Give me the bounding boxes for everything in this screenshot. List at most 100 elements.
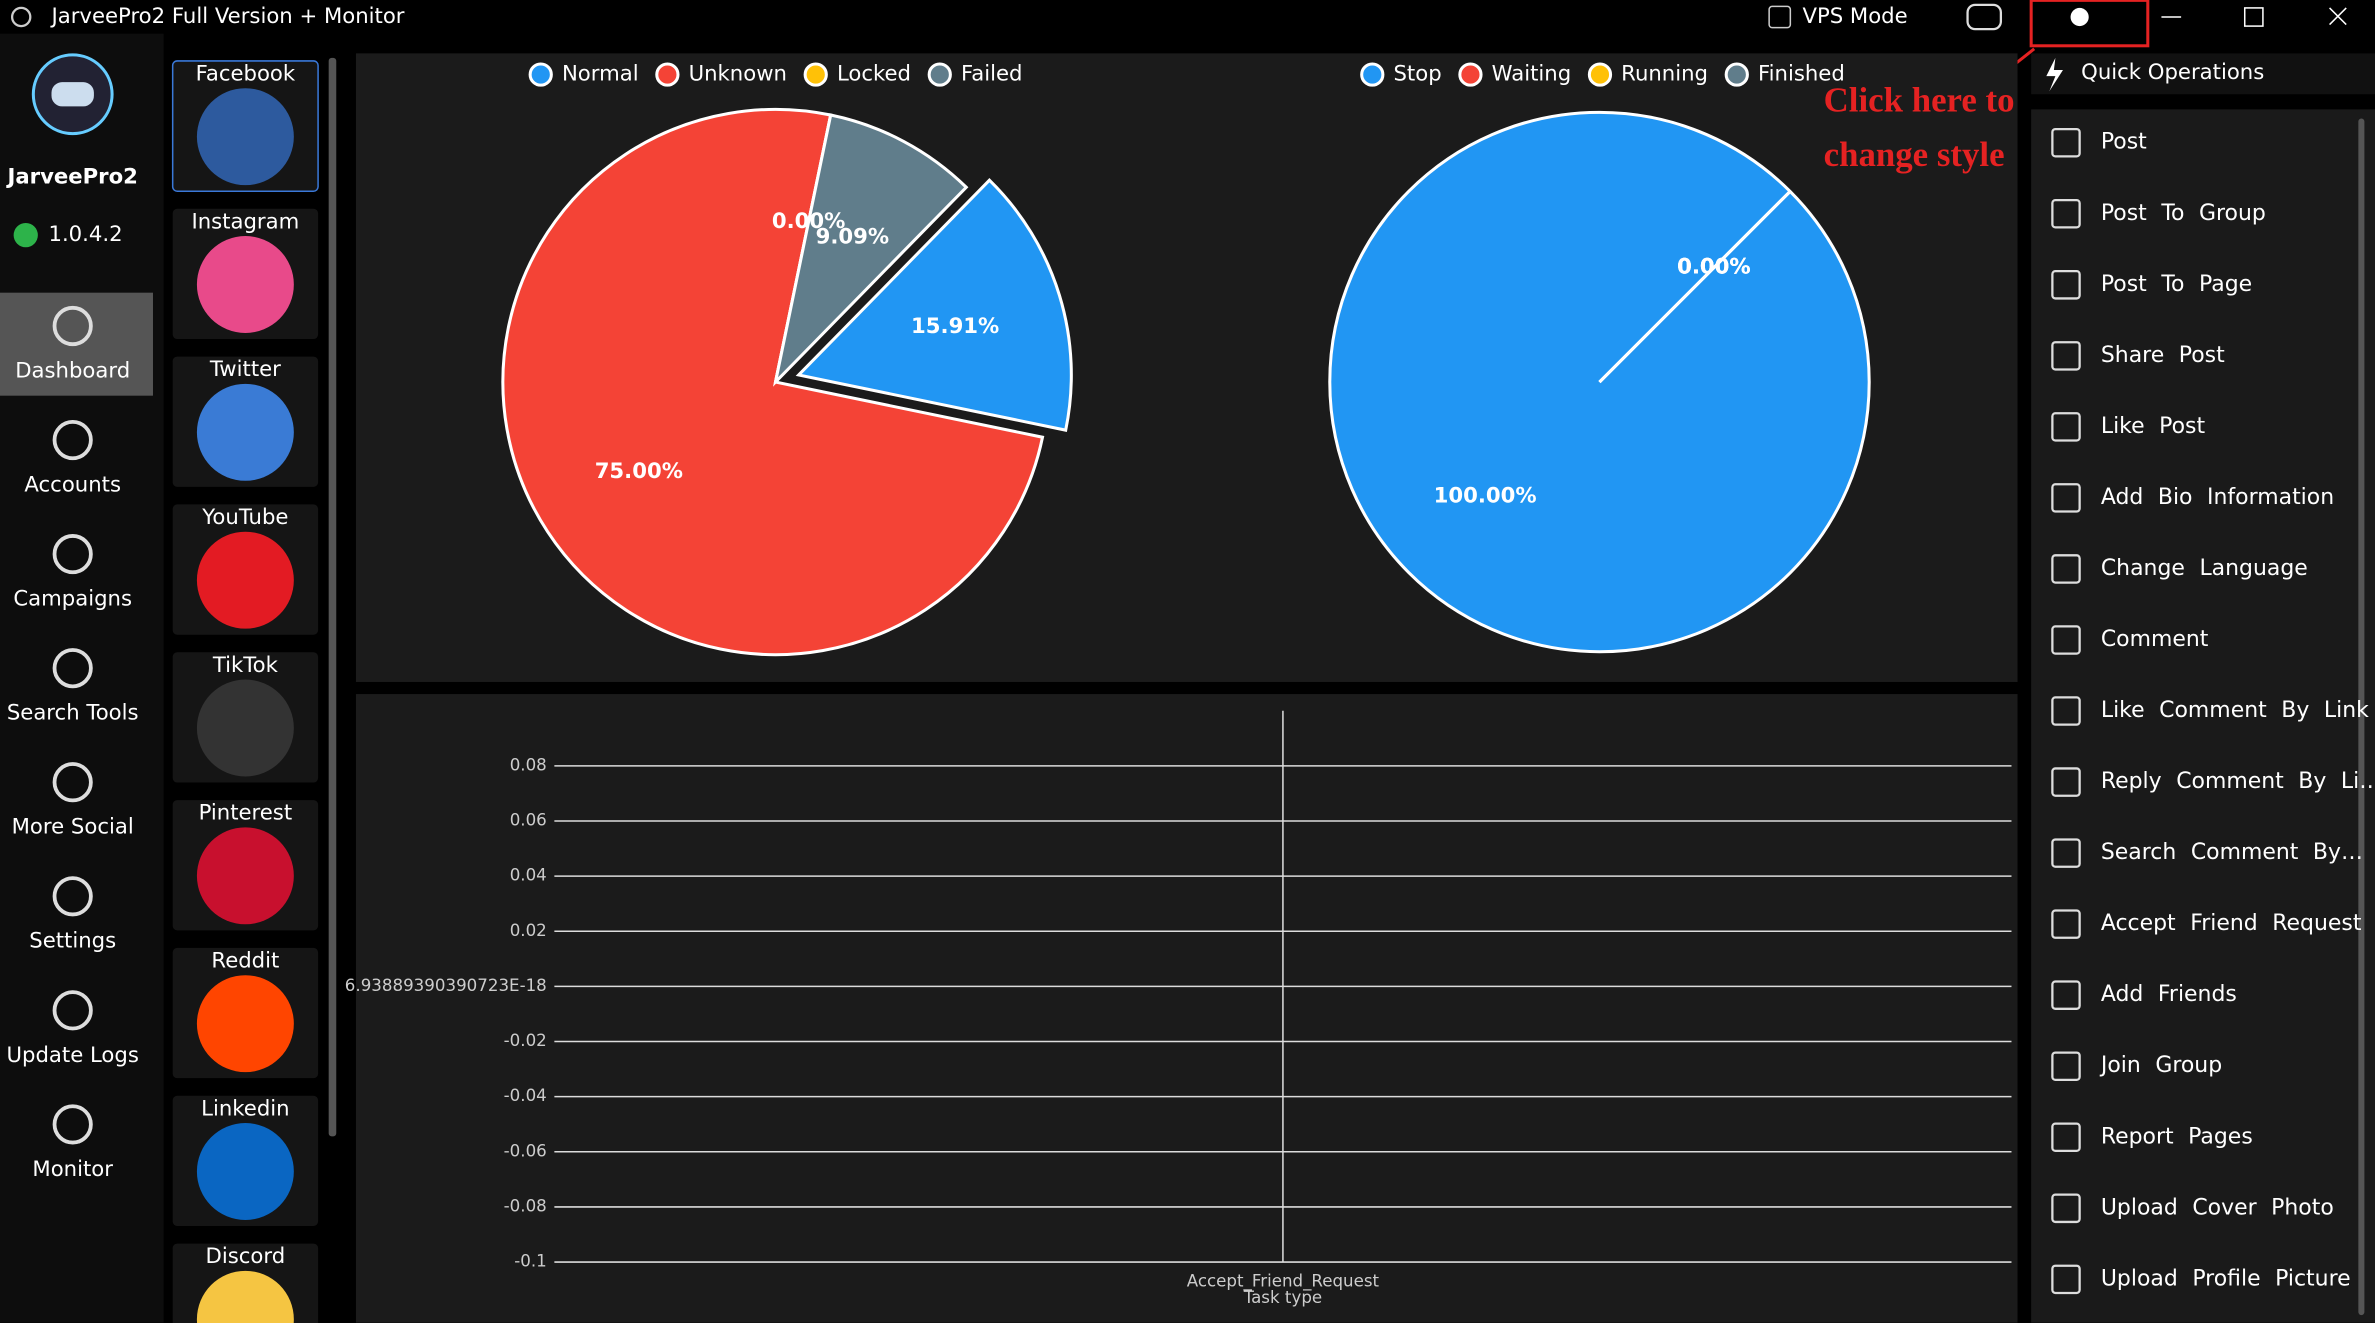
social-label[interactable]: Reddit — [211, 948, 279, 973]
op-icon[interactable] — [2051, 909, 2081, 939]
op-label[interactable]: Comment — [2101, 627, 2209, 652]
social-label[interactable]: Twitter — [209, 356, 281, 381]
op-label[interactable]: Upload Cover Photo — [2101, 1195, 2334, 1220]
version: 1.0.4.2 — [48, 221, 122, 246]
social-icon[interactable] — [196, 88, 294, 186]
nav-label[interactable]: Search Tools — [7, 700, 139, 725]
op-label[interactable]: Change Language — [2101, 556, 2308, 581]
nav-icon[interactable] — [52, 876, 93, 917]
nav-label[interactable]: Update Logs — [7, 1042, 139, 1067]
nav-label[interactable]: Accounts — [24, 471, 121, 496]
quick-ops-header — [2031, 53, 2375, 95]
social-icon[interactable] — [196, 827, 294, 925]
op-label[interactable]: Post To Group — [2101, 201, 2266, 226]
op-icon[interactable] — [2051, 554, 2081, 584]
bar-panel — [355, 694, 2018, 1323]
op-icon[interactable] — [2051, 270, 2081, 300]
nav-label[interactable]: Settings — [29, 928, 116, 953]
op-label[interactable]: Like Post — [2101, 414, 2206, 439]
nav-icon[interactable] — [52, 648, 93, 689]
op-label[interactable]: Upload Profile Picture — [2101, 1266, 2351, 1291]
scrollbar[interactable] — [2358, 118, 2365, 1316]
y-tick-label: -0.02 — [504, 1031, 547, 1050]
nav-label[interactable]: Monitor — [32, 1156, 113, 1181]
x-tick-label: Accept_Friend_Request — [1187, 1271, 1380, 1291]
op-icon[interactable] — [2051, 1122, 2081, 1153]
theme-button[interactable] — [2070, 7, 2089, 27]
legend-label: Running — [1621, 61, 1708, 86]
op-icon[interactable] — [2051, 412, 2081, 442]
nav-icon[interactable] — [52, 762, 93, 803]
slice-label: 15.91% — [911, 313, 999, 338]
monitor-icon[interactable] — [1966, 3, 2003, 31]
legend-label: Normal — [562, 61, 639, 86]
op-label[interactable]: Reply Comment By Li… — [2101, 769, 2375, 794]
y-tick-label: -0.04 — [504, 1086, 547, 1105]
nav-icon[interactable] — [52, 534, 93, 575]
op-label[interactable]: Post — [2101, 130, 2147, 155]
op-label[interactable]: Add Friends — [2101, 982, 2237, 1007]
nav-label[interactable]: Campaigns — [13, 586, 132, 611]
op-icon[interactable] — [2051, 341, 2081, 371]
op-icon[interactable] — [2051, 483, 2081, 513]
slice-label: 0.00% — [1677, 254, 1751, 279]
op-label[interactable]: Add Bio Information — [2101, 485, 2334, 510]
vps-checkbox[interactable] — [1768, 5, 1792, 29]
op-icon[interactable] — [2051, 1051, 2081, 1081]
vps-label[interactable]: VPS Mode — [1802, 3, 1907, 28]
pie-slice — [1598, 190, 1792, 384]
op-icon[interactable] — [2051, 1264, 2081, 1295]
y-tick-label: -0.06 — [504, 1141, 547, 1160]
nav-icon[interactable] — [52, 1104, 93, 1145]
legend-swatch — [655, 62, 680, 87]
social-label[interactable]: TikTok — [212, 652, 279, 677]
social-icon[interactable] — [196, 531, 294, 629]
op-label[interactable]: Accept Friend Request — [2101, 911, 2362, 936]
op-icon[interactable] — [2051, 1193, 2081, 1224]
op-label[interactable]: Join Group — [2099, 1053, 2222, 1078]
social-icon[interactable] — [196, 1270, 294, 1323]
op-icon[interactable] — [2051, 980, 2081, 1010]
social-icon[interactable] — [196, 383, 294, 481]
op-icon[interactable] — [2051, 696, 2081, 726]
op-icon[interactable] — [2051, 127, 2081, 158]
close-button[interactable] — [2329, 7, 2347, 26]
scrollbar[interactable] — [328, 57, 337, 1137]
social-label[interactable]: Discord — [206, 1243, 286, 1268]
op-label[interactable]: Report Pages — [2101, 1124, 2253, 1149]
op-icon[interactable] — [2051, 625, 2081, 655]
op-label[interactable]: Post To Page — [2101, 272, 2252, 297]
social-icon[interactable] — [196, 236, 294, 333]
nav-label[interactable]: Dashboard — [15, 357, 130, 382]
nav-label[interactable]: More Social — [12, 814, 134, 839]
social-icon[interactable] — [196, 679, 294, 777]
pie-slice — [501, 107, 1045, 657]
op-label[interactable]: Share Post — [2101, 343, 2225, 368]
social-label[interactable]: Pinterest — [199, 800, 293, 825]
legend-label: Finished — [1758, 61, 1845, 86]
legend-swatch — [1360, 62, 1385, 87]
social-label[interactable]: Linkedin — [201, 1095, 289, 1120]
op-label[interactable]: Like Comment By Link — [2101, 698, 2369, 723]
nav-icon[interactable] — [52, 419, 93, 461]
social-icon[interactable] — [196, 975, 294, 1073]
maximize-button[interactable] — [2243, 7, 2264, 27]
social-label[interactable]: Instagram — [191, 208, 299, 233]
quick-ops-list — [2031, 109, 2375, 1323]
op-icon[interactable] — [2051, 767, 2081, 797]
quick-ops-title: Quick Operations — [2081, 59, 2264, 84]
nav-icon[interactable] — [52, 305, 93, 347]
pie-slice — [772, 113, 969, 387]
nav-icon[interactable] — [52, 990, 93, 1031]
op-icon[interactable] — [2051, 198, 2081, 229]
op-icon[interactable] — [2051, 838, 2081, 868]
legend-label: Locked — [837, 61, 911, 86]
social-label[interactable]: Facebook — [196, 61, 296, 86]
social-icon[interactable] — [196, 1123, 294, 1220]
app-name: JarveePro2 — [5, 164, 137, 189]
y-tick-label: -0.1 — [514, 1252, 547, 1271]
op-label[interactable]: Search Comment By… — [2101, 840, 2363, 865]
social-label[interactable]: YouTube — [201, 504, 288, 529]
